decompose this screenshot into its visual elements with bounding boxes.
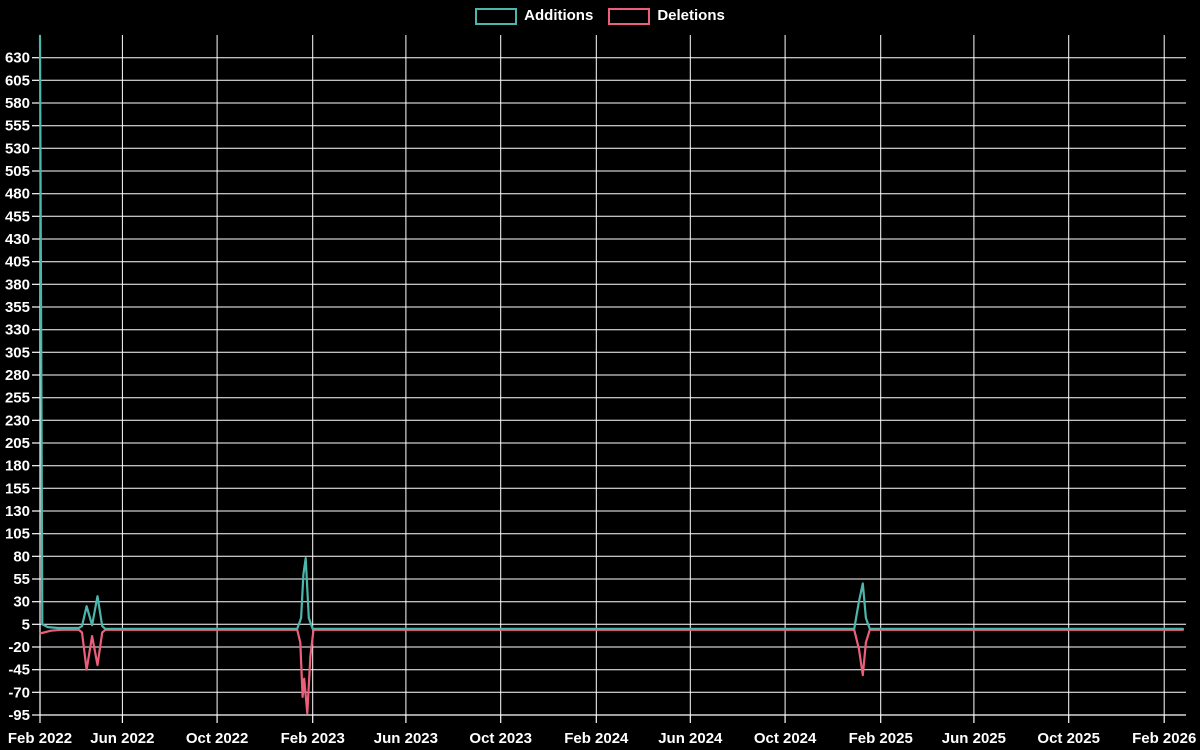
svg-text:130: 130 — [5, 503, 30, 520]
legend-label-deletions: Deletions — [657, 7, 725, 24]
svg-text:Oct 2022: Oct 2022 — [186, 730, 249, 747]
svg-text:280: 280 — [5, 367, 30, 384]
legend-swatch-additions — [475, 7, 518, 25]
svg-text:Jun 2024: Jun 2024 — [658, 730, 723, 747]
svg-text:Jun 2022: Jun 2022 — [90, 730, 154, 747]
svg-text:Feb 2024: Feb 2024 — [564, 730, 629, 747]
svg-text:5: 5 — [22, 616, 30, 633]
svg-text:380: 380 — [5, 276, 30, 293]
svg-text:Oct 2024: Oct 2024 — [754, 730, 817, 747]
svg-text:-95: -95 — [8, 707, 30, 724]
svg-text:-20: -20 — [8, 639, 30, 656]
svg-text:505: 505 — [5, 163, 30, 180]
chart-legend: Additions Deletions — [0, 7, 1200, 25]
legend-swatch-deletions — [608, 7, 651, 25]
svg-text:230: 230 — [5, 412, 30, 429]
svg-text:630: 630 — [5, 50, 30, 67]
legend-item-deletions[interactable]: Deletions — [608, 7, 725, 25]
svg-text:605: 605 — [5, 72, 30, 89]
svg-text:255: 255 — [5, 390, 30, 407]
legend-item-additions[interactable]: Additions — [475, 7, 593, 25]
svg-text:55: 55 — [13, 571, 30, 588]
svg-text:30: 30 — [13, 594, 30, 611]
svg-text:Oct 2025: Oct 2025 — [1037, 730, 1100, 747]
svg-text:105: 105 — [5, 526, 30, 543]
svg-text:480: 480 — [5, 186, 30, 203]
svg-text:-70: -70 — [8, 684, 30, 701]
svg-text:405: 405 — [5, 254, 30, 271]
svg-text:80: 80 — [13, 548, 30, 565]
series-line-additions — [38, 34, 1185, 631]
svg-text:Feb 2022: Feb 2022 — [8, 730, 72, 747]
svg-text:180: 180 — [5, 458, 30, 475]
svg-text:430: 430 — [5, 231, 30, 248]
series-line-deletions — [38, 628, 1185, 715]
svg-text:Feb 2025: Feb 2025 — [849, 730, 913, 747]
svg-text:455: 455 — [5, 208, 30, 225]
svg-text:205: 205 — [5, 435, 30, 452]
series-lines — [38, 34, 1185, 715]
svg-text:580: 580 — [5, 95, 30, 112]
svg-text:355: 355 — [5, 299, 30, 316]
svg-text:Feb 2023: Feb 2023 — [281, 730, 345, 747]
svg-text:-45: -45 — [8, 662, 30, 679]
svg-text:Jun 2023: Jun 2023 — [374, 730, 438, 747]
svg-text:155: 155 — [5, 480, 30, 497]
svg-text:Oct 2023: Oct 2023 — [469, 730, 532, 747]
y-axis-ticks: -95-70-45-205305580105130155180205230255… — [5, 50, 40, 724]
svg-text:555: 555 — [5, 118, 30, 135]
svg-text:Feb 2026: Feb 2026 — [1132, 730, 1196, 747]
svg-text:Jun 2025: Jun 2025 — [942, 730, 1006, 747]
svg-text:305: 305 — [5, 344, 30, 361]
svg-text:530: 530 — [5, 140, 30, 157]
x-axis-ticks: Feb 2022 Jun 2022 Oct 2022 Feb 2023 Jun 2023… — [8, 715, 1196, 747]
legend-label-additions: Additions — [524, 7, 594, 24]
x-gridlines — [121, 35, 1165, 715]
svg-text:330: 330 — [5, 322, 30, 339]
y-gridlines — [40, 57, 1186, 716]
